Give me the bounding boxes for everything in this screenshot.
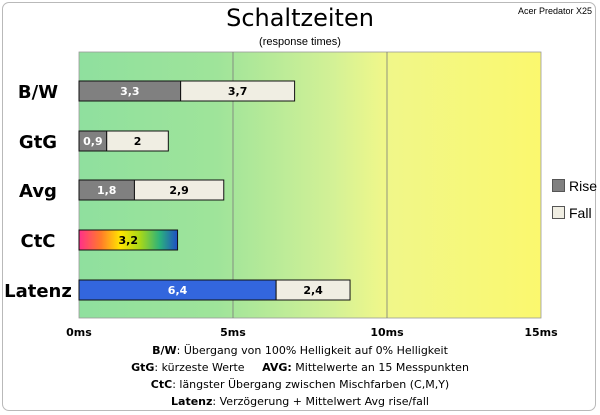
- category-label: B/W: [18, 82, 58, 103]
- footnote-gtg: GtG: kürzeste Werte AVG: Mittelwerte an …: [0, 361, 600, 374]
- footnote-latenz-term: Latenz: [171, 395, 213, 408]
- footnote-latenz-text: : Verzögerung + Mittelwert Avg rise/fall: [212, 395, 429, 408]
- bar-rise-label: 3,3: [120, 85, 140, 98]
- footnote-gtg-text: : kürzeste Werte: [154, 361, 245, 374]
- footnote-avg-term: AVG:: [262, 361, 292, 374]
- legend-fall: Fall: [552, 205, 592, 221]
- x-tick-label: 0ms: [66, 326, 92, 339]
- bar-fall: [133, 179, 225, 201]
- bar-rise-label: 6,4: [168, 284, 188, 297]
- bar-fall: [106, 130, 169, 152]
- footnote-bw-text: : Übergang von 100% Helligkeit auf 0% He…: [176, 344, 448, 357]
- footnote-ctc-term: CtC: [150, 378, 173, 391]
- category-label: GtG: [19, 132, 57, 153]
- footnote-latenz: Latenz: Verzögerung + Mittelwert Avg ris…: [0, 395, 600, 408]
- x-tick-label: 5ms: [220, 326, 246, 339]
- bar-ctc-label: 3,2: [119, 234, 139, 247]
- bar-fall-label: 2: [134, 135, 142, 148]
- footnote-ctc: CtC: längster Übergang zwischen Mischfar…: [0, 378, 600, 391]
- bar-rise-label: 0,9: [83, 135, 103, 148]
- legend-rise: Rise: [552, 178, 597, 194]
- bar-fall: [275, 279, 351, 301]
- bar-fall-label: 2,9: [169, 184, 189, 197]
- footnote-bw-term: B/W: [152, 344, 177, 357]
- x-tick-label: 15ms: [524, 326, 558, 339]
- legend-fall-label: Fall: [569, 205, 592, 221]
- brand-label: Acer Predator X25: [517, 6, 592, 16]
- footnote-ctc-text: : längster Übergang zwischen Mischfarben…: [172, 378, 450, 391]
- x-tick-label: 10ms: [370, 326, 404, 339]
- footnote-gtg-term: GtG: [131, 361, 155, 374]
- legend-rise-label: Rise: [569, 178, 598, 194]
- chart-subtitle: (response times): [259, 36, 341, 48]
- category-label: Latenz: [4, 281, 72, 302]
- category-label: Avg: [19, 181, 57, 202]
- category-label: CtC: [20, 231, 55, 252]
- bar-fall-label: 2,4: [303, 284, 323, 297]
- chart-title: Schaltzeiten: [226, 4, 374, 32]
- footnote-bw: B/W: Übergang von 100% Helligkeit auf 0%…: [0, 344, 600, 357]
- bar-rise-label: 1,8: [97, 184, 117, 197]
- legend-rise-swatch: [552, 179, 565, 192]
- bar-fall-label: 3,7: [228, 85, 248, 98]
- bar-ctc: [78, 229, 179, 251]
- footnote-avg-text: Mittelwerte an 15 Messpunkten: [291, 361, 469, 374]
- legend-fall-swatch: [552, 206, 565, 219]
- bar-fall: [180, 80, 296, 102]
